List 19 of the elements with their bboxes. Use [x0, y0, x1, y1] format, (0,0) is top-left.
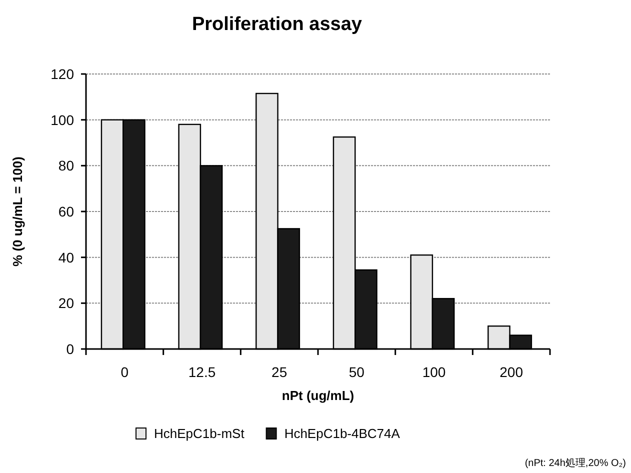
text: (nPt: 24h処理,20% O₂): [524, 458, 626, 469]
x-tick-label: 0: [120, 364, 129, 380]
x-axis-title: nPt (ug/mL): [282, 388, 354, 403]
chart-title: Proliferation assay: [192, 14, 362, 35]
y-tick-label: 80: [58, 158, 74, 174]
y-tick-label: 0: [66, 341, 74, 357]
legend-label: HchEpC1b-4BC74A: [284, 426, 400, 441]
y-tick-label: 100: [50, 112, 74, 128]
y-tick-label: 40: [58, 249, 74, 266]
y-axis-title: % (0 ug/mL = 100): [10, 156, 25, 266]
y-tick-label: 60: [58, 204, 74, 220]
x-tick-label: 12.5: [188, 364, 216, 380]
x-tick-label: 25: [272, 364, 288, 380]
x-tick-label: 200: [500, 364, 524, 380]
y-tick-label: 20: [58, 295, 74, 312]
y-tick-label: 120: [50, 66, 74, 82]
legend-label: HchEpC1b-mSt: [154, 426, 245, 441]
x-tick-label: 100: [422, 364, 446, 380]
x-tick-label: 50: [348, 364, 365, 380]
